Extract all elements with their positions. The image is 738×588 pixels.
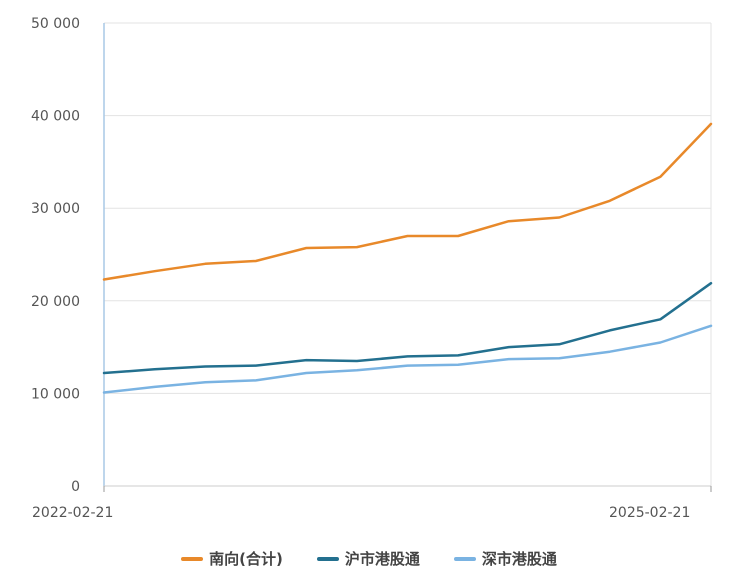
legend-label: 深市港股通 xyxy=(481,550,557,568)
series-line-3 xyxy=(102,324,713,394)
legend-item[interactable]: 南向(合计) xyxy=(181,548,283,569)
y-tick-label: 50 000 xyxy=(31,16,80,32)
y-axis-tick-labels: 0 10 000 20 000 30 000 40 000 50 000 xyxy=(31,16,80,495)
legend-item[interactable]: 沪市港股通 xyxy=(316,548,420,569)
gridlines xyxy=(104,22,712,486)
series-lines xyxy=(102,122,713,394)
y-tick-label: 40 000 xyxy=(31,109,80,125)
legend-item[interactable]: 深市港股通 xyxy=(453,548,557,569)
y-tick-label: 0 xyxy=(71,479,80,495)
legend-swatch xyxy=(453,556,476,561)
legend-swatch xyxy=(316,556,339,561)
x-tick-label: 2025-02-21 xyxy=(609,505,690,521)
x-tick-label: 2022-02-21 xyxy=(32,505,113,521)
y-tick-label: 20 000 xyxy=(31,294,80,310)
y-tick-label: 30 000 xyxy=(31,201,80,217)
legend-label: 沪市港股通 xyxy=(344,550,420,568)
legend: 南向(合计) 沪市港股通 深市港股通 xyxy=(0,548,738,569)
x-axis-tick-labels: 2022-02-21 2025-02-21 xyxy=(32,486,712,521)
legend-label: 南向(合计) xyxy=(209,550,283,568)
y-tick-label: 10 000 xyxy=(31,386,80,402)
line-chart: 0 10 000 20 000 30 000 40 000 50 000 2022-02-… xyxy=(31,16,713,521)
series-line-2 xyxy=(102,281,713,375)
series-line-1 xyxy=(102,122,713,281)
legend-swatch xyxy=(181,556,204,561)
